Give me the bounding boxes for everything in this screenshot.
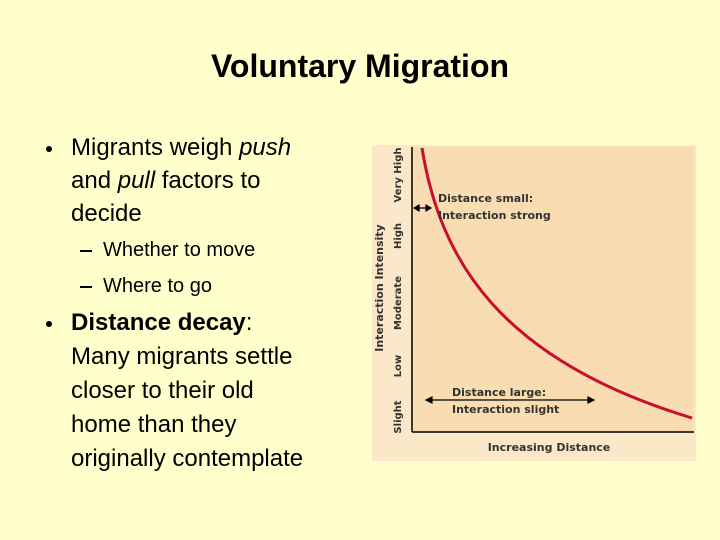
text-run: push — [239, 134, 292, 161]
slide-title: Voluntary Migration — [210, 48, 510, 84]
y-level-label: Very High — [393, 148, 404, 203]
y-level-label: High — [393, 223, 404, 249]
y-axis-title: Interaction Intensity — [373, 224, 386, 351]
sub-bullet: Where to go — [103, 275, 212, 297]
y-level-label: Low — [393, 355, 404, 377]
text-run: and — [71, 167, 118, 194]
text-run: closer to their old — [71, 377, 254, 404]
bullet-line: and pull factors to — [71, 166, 260, 196]
bullet-marker — [46, 321, 52, 327]
bullet-line: Distance decay: — [71, 308, 252, 338]
text-run: Migrants weigh — [71, 134, 240, 161]
plot-area — [412, 147, 694, 432]
bullet-marker — [46, 146, 52, 152]
sub-bullet: Whether to move — [103, 239, 256, 261]
text-run: factors to — [155, 167, 261, 194]
sub-bullet-marker — [80, 250, 92, 252]
text-run: home than they — [71, 411, 237, 438]
sub-bullet-marker — [80, 286, 92, 288]
text-run: decide — [71, 200, 142, 227]
text-run: Distance decay — [71, 309, 246, 336]
text-run: : — [245, 309, 253, 336]
bullet-line: Many migrants settle — [71, 342, 292, 372]
bullet-line: home than they — [71, 410, 236, 440]
text-run: originally contemplate — [71, 445, 304, 472]
text-run: Many migrants settle — [71, 343, 293, 370]
bullet-line: closer to their old — [71, 376, 254, 406]
y-level-label: Moderate — [393, 276, 404, 330]
y-level-label: Slight — [393, 400, 404, 433]
annotation: Distance large: — [452, 386, 546, 399]
text-run: pull — [117, 167, 156, 194]
annotation: Interaction slight — [452, 403, 559, 416]
decay-curve — [420, 147, 693, 420]
arrows — [412, 203, 596, 404]
x-axis-title: Increasing Distance — [488, 441, 611, 454]
bullet-line: originally contemplate — [71, 444, 303, 474]
bullet-line: Migrants weigh push — [71, 133, 291, 163]
annotation: Interaction strong — [438, 209, 551, 222]
annotation: Distance small: — [438, 192, 533, 205]
bullet-line: decide — [71, 199, 142, 229]
